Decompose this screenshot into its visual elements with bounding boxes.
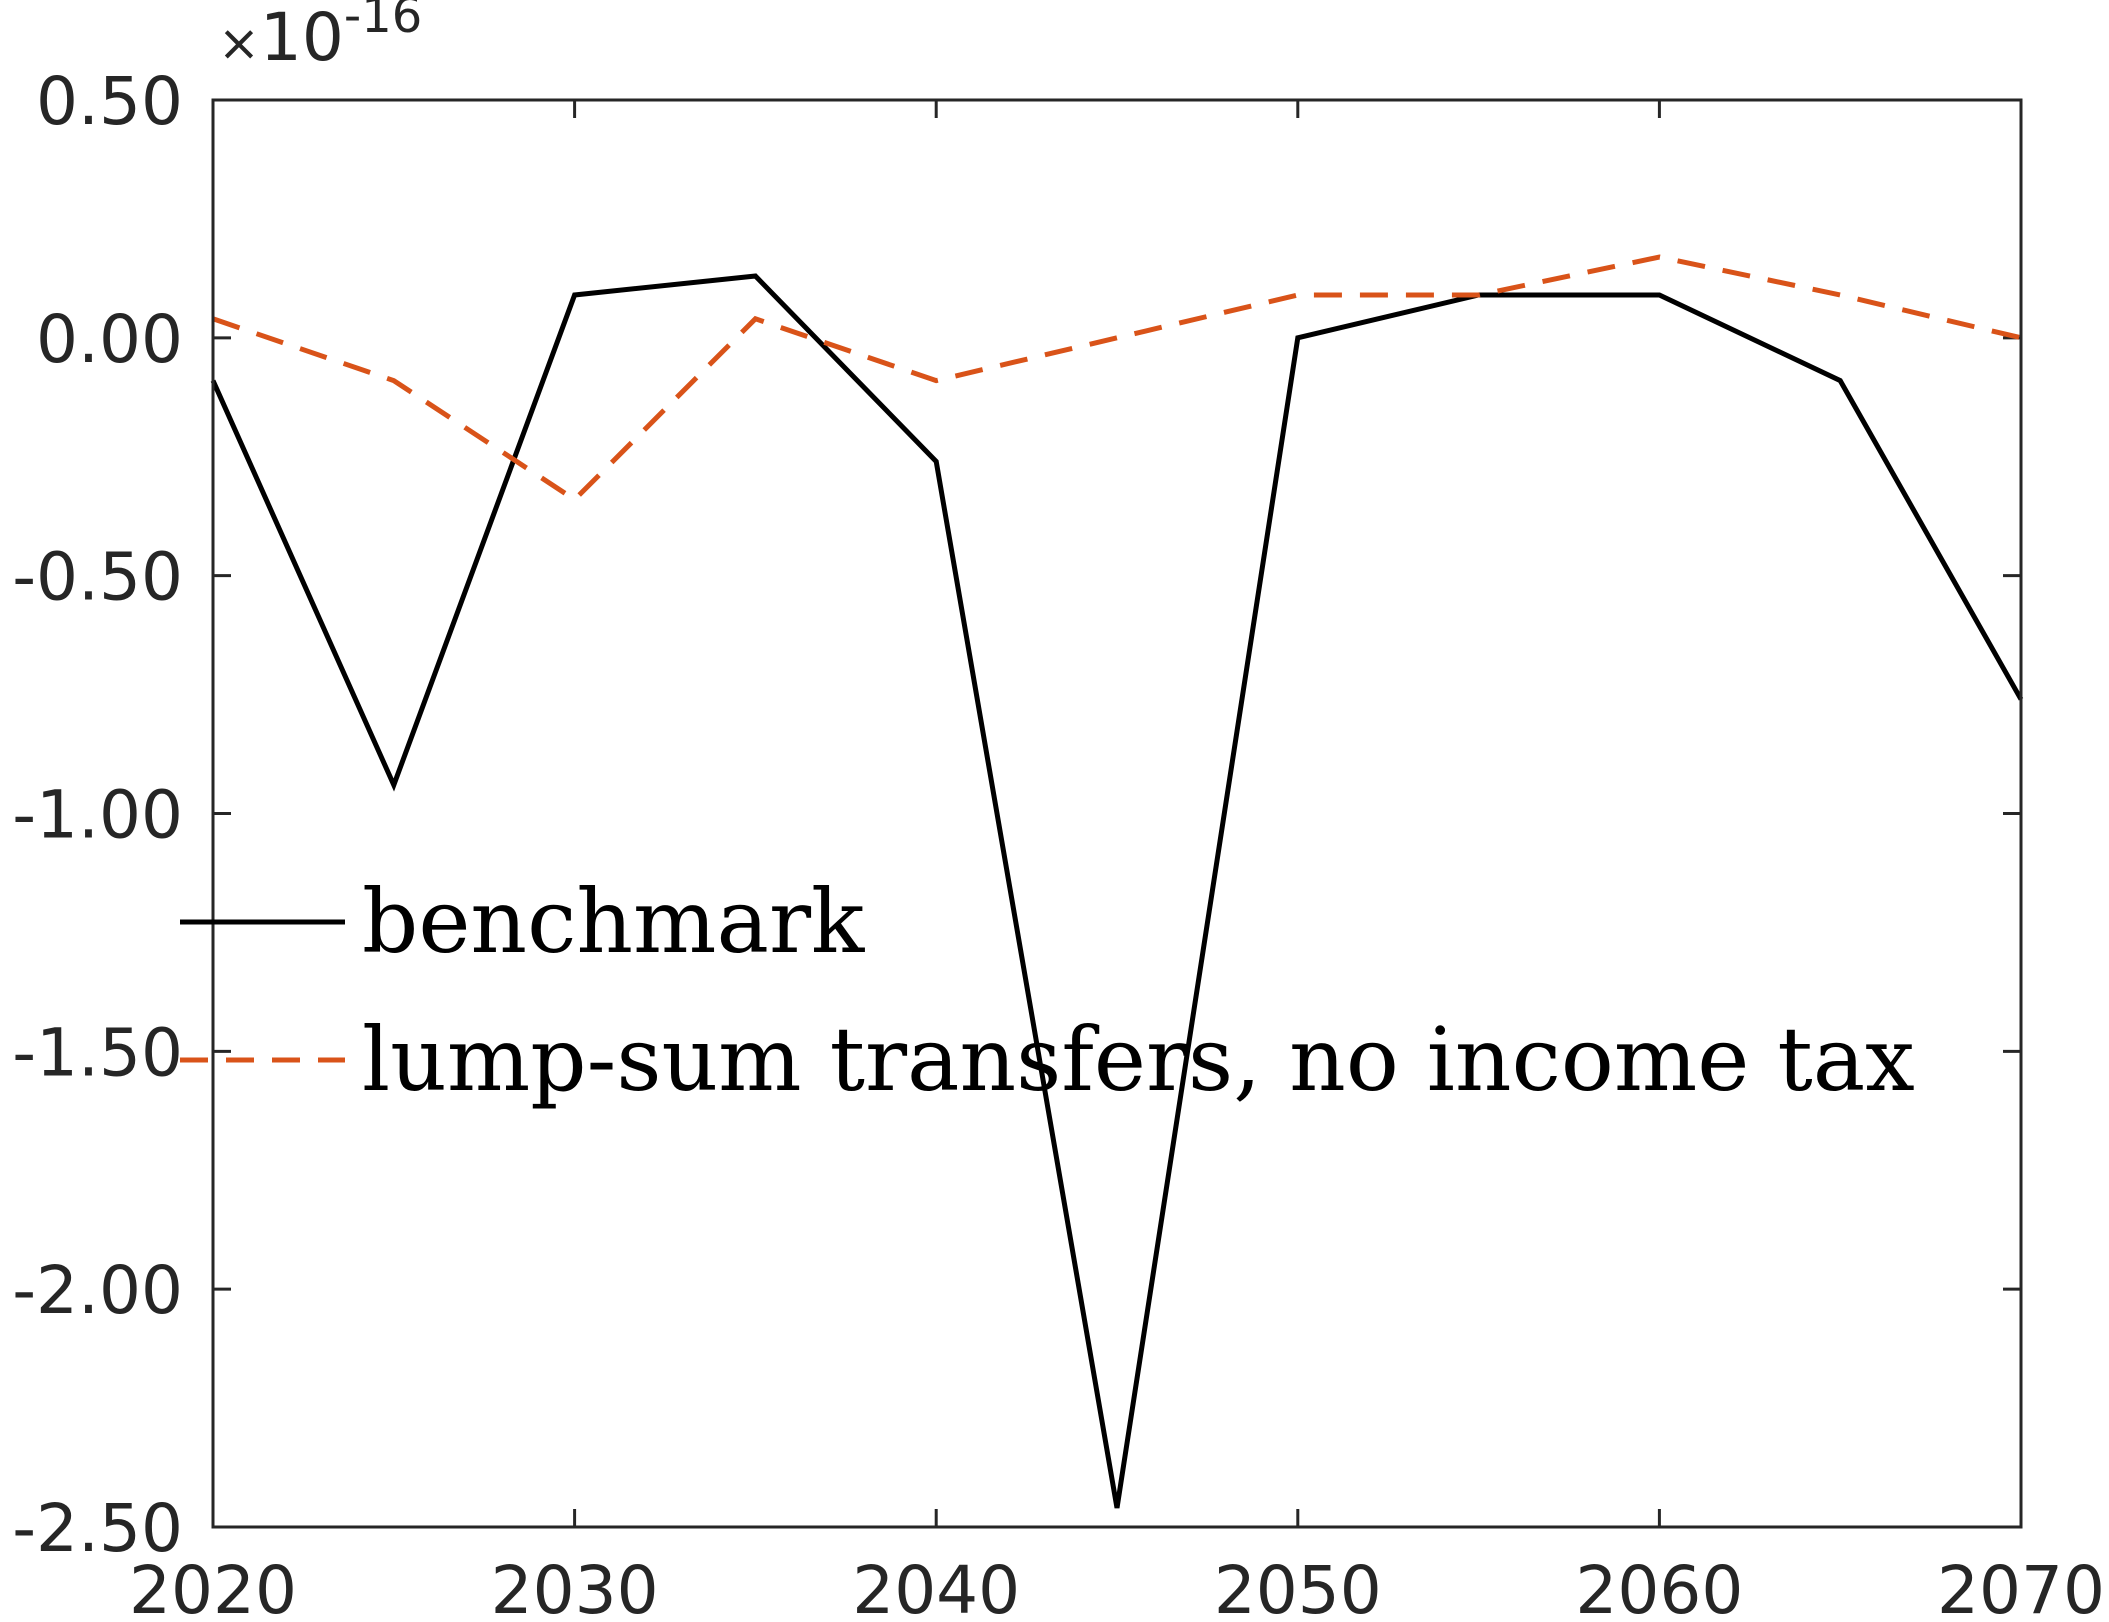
x-tick-label: 2030 [491,1552,659,1622]
y-tick-label: -1.50 [12,1014,183,1091]
x-tick-label: 2020 [129,1552,297,1622]
x-axis-tick-labels: 2020 2030 2040 2050 2060 2070 [129,1552,2105,1622]
legend-label: lump-sum transfers, no income tax [362,1008,1915,1111]
x-tick-label: 2050 [1214,1552,1382,1622]
legend-label: benchmark [362,870,865,973]
exponent-power: -16 [344,0,422,44]
exponent-times-sign: × [218,14,260,72]
y-tick-label: -2.00 [12,1252,183,1329]
x-tick-label: 2070 [1937,1552,2105,1622]
exponent-base: 10 [260,0,344,76]
y-tick-label: -2.50 [12,1490,183,1567]
series-line-lump-sum-transfers [212,254,2022,503]
x-tick-label: 2060 [1575,1552,1743,1622]
legend: benchmark lump-sum transfers, no income t… [180,870,1915,1111]
x-tick-label: 2040 [852,1552,1020,1622]
y-axis-tick-labels: 0.50 0.00 -0.50 -1.00 -1.50 -2.00 -2.50 [12,63,183,1567]
y-tick-label: -0.50 [12,539,183,616]
plot-area-frame [211,98,2023,1529]
series-lines [210,254,2024,1509]
y-tick-label: -1.00 [12,777,183,854]
y-axis-exponent-label: ×10-16 [218,0,422,76]
y-tick-label: 0.50 [36,63,183,140]
y-tick-label: 0.00 [36,301,183,378]
